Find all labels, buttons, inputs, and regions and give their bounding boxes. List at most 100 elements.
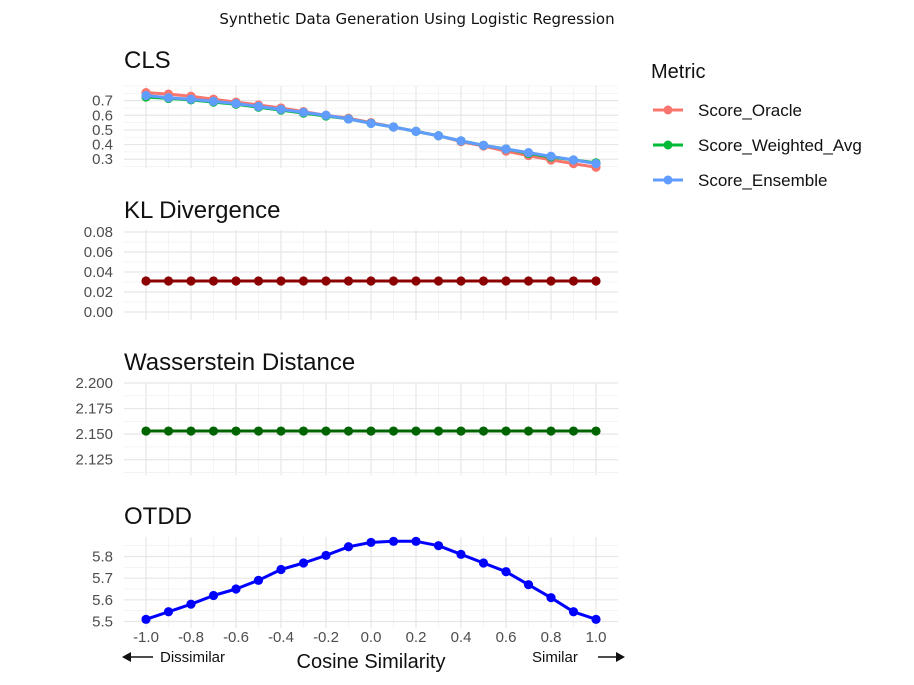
data-point <box>523 276 534 286</box>
data-point <box>501 144 511 154</box>
data-point <box>163 426 174 436</box>
panel-wasserstein-distance: Wasserstein Distance 2.125 2.150 2.175 2.200 <box>75 349 618 475</box>
data-point <box>208 426 219 436</box>
series-wasserstein-distance <box>141 426 601 436</box>
data-point <box>141 276 151 286</box>
x-axis-ticks: -1.0 -0.8 -0.6 -0.4 -0.2 0.0 0.2 0.4 0.6 0.8 1.0 <box>133 629 606 646</box>
legend-swatch-dot <box>663 105 673 115</box>
data-point <box>141 90 151 101</box>
legend-item-oracle: Score_Oracle <box>653 101 802 120</box>
x-tick-label: -0.4 <box>268 629 294 646</box>
data-point <box>343 114 354 124</box>
data-point <box>456 276 466 286</box>
data-point <box>231 426 241 436</box>
data-point <box>478 140 489 150</box>
series-otdd <box>141 536 601 624</box>
y-tick-label: 0.4 <box>92 137 113 154</box>
left-arrow-head-icon <box>122 652 131 662</box>
y-tick-label: 0.04 <box>84 264 113 281</box>
data-point <box>186 426 196 436</box>
panel-cls: CLS 0.30.40.50.60.7 <box>92 47 618 172</box>
data-point <box>568 155 579 165</box>
data-point <box>411 536 421 546</box>
x-tick-label: 0.6 <box>496 629 517 646</box>
data-point <box>231 584 241 594</box>
x-tick-label: 0.2 <box>406 629 427 646</box>
y-tick-label: 0.5 <box>92 122 113 139</box>
data-point <box>411 276 421 286</box>
data-point <box>163 93 174 103</box>
panel-title: CLS <box>124 47 171 74</box>
data-point <box>456 549 466 559</box>
y-tick-label: 0.6 <box>92 107 113 124</box>
data-point <box>298 558 309 568</box>
y-tick-label: 0.02 <box>84 284 113 301</box>
data-point <box>411 426 421 436</box>
y-tick-label: 5.6 <box>92 592 113 609</box>
data-point <box>276 104 286 115</box>
x-axis-label: Cosine Similarity <box>297 651 446 673</box>
legend: Metric Score_Oracle Score_Weighted_Avg S… <box>651 61 862 190</box>
data-point <box>591 614 601 624</box>
y-tick-label: 0.7 <box>92 93 113 110</box>
data-point <box>523 580 534 590</box>
data-point <box>546 426 556 436</box>
data-point <box>253 575 264 585</box>
data-point <box>276 564 286 575</box>
data-point <box>231 276 241 286</box>
data-point <box>388 536 399 546</box>
y-tick-label: 2.125 <box>75 452 113 469</box>
data-point <box>433 541 444 551</box>
data-point <box>298 426 309 436</box>
data-point <box>186 276 196 286</box>
panel-kl-divergence: KL Divergence 0.00 0.02 0.04 0.06 0.08 <box>84 197 618 321</box>
y-tick-label: 0.08 <box>84 224 113 241</box>
data-point <box>591 426 601 436</box>
data-point <box>456 426 466 436</box>
data-point <box>253 101 264 112</box>
data-point <box>321 276 331 286</box>
data-point <box>591 159 601 169</box>
data-point <box>501 276 511 286</box>
dissimilar-label: Dissimilar <box>160 649 225 666</box>
series-score-ensemble <box>141 90 601 169</box>
legend-title: Metric <box>651 61 705 83</box>
data-point <box>388 426 399 436</box>
panel-otdd: OTDD 5.5 5.6 5.7 5.8 <box>92 503 618 631</box>
data-point <box>343 426 354 436</box>
data-point <box>546 593 556 603</box>
figure-title: Synthetic Data Generation Using Logistic… <box>219 10 614 28</box>
data-point <box>163 276 174 286</box>
legend-label: Score_Ensemble <box>698 171 827 190</box>
panel-title: KL Divergence <box>124 197 281 224</box>
data-point <box>298 107 309 117</box>
data-point <box>433 276 444 286</box>
data-point <box>366 537 376 548</box>
data-point <box>366 426 376 436</box>
similar-note: Similar <box>532 649 625 666</box>
series-kl-divergence <box>141 276 601 286</box>
data-point <box>343 542 354 552</box>
data-point <box>501 426 511 436</box>
panel-title: OTDD <box>124 503 192 530</box>
x-tick-label: -0.8 <box>178 629 204 646</box>
data-point <box>388 276 399 286</box>
data-point <box>276 276 286 286</box>
panel-title: Wasserstein Distance <box>124 349 355 376</box>
x-tick-label: 0.4 <box>451 629 472 646</box>
x-tick-label: -0.6 <box>223 629 249 646</box>
data-point <box>478 426 489 436</box>
y-tick-label: 2.175 <box>75 401 113 418</box>
data-point <box>186 599 196 609</box>
data-point <box>546 276 556 286</box>
legend-label: Score_Oracle <box>698 101 802 120</box>
data-point <box>298 276 309 286</box>
legend-swatch-dot <box>663 175 673 185</box>
data-point <box>276 426 286 436</box>
x-tick-label: 0.8 <box>541 629 562 646</box>
y-tick-label: 2.150 <box>75 426 113 443</box>
x-tick-label: -1.0 <box>133 629 159 646</box>
y-tick-label: 5.7 <box>92 570 113 587</box>
